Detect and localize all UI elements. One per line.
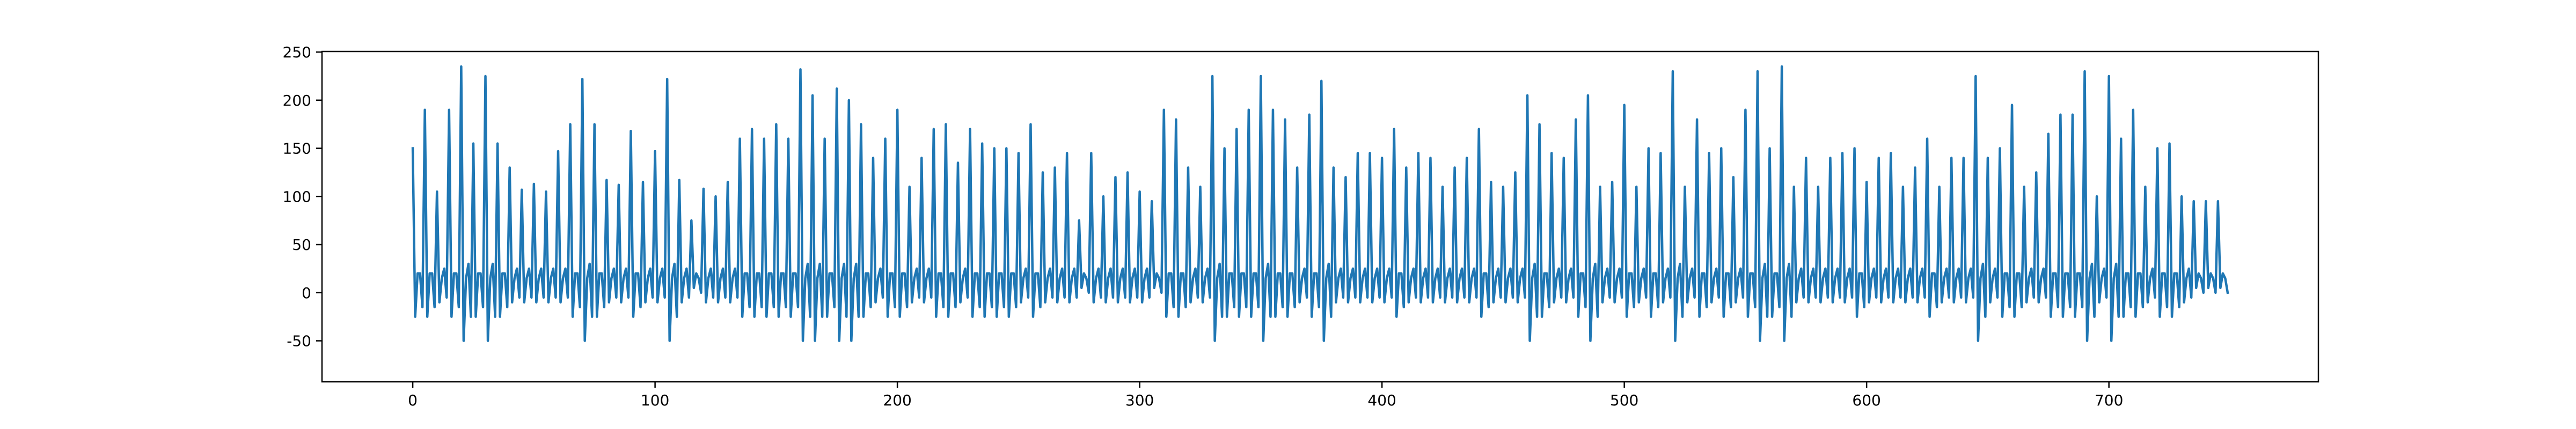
x-tick-label: 300 — [1125, 391, 1154, 409]
x-tick-label: 200 — [883, 391, 911, 409]
y-tick-label: 50 — [292, 236, 311, 254]
y-tick-label: -50 — [287, 332, 311, 350]
axes-frame — [321, 50, 2319, 383]
x-tick-label: 600 — [1852, 391, 1880, 409]
x-tick-label: 500 — [1610, 391, 1638, 409]
line-series — [411, 65, 2229, 342]
x-tick-label: 100 — [641, 391, 669, 409]
y-tick-label: 150 — [283, 140, 311, 158]
x-tick-label: 400 — [1367, 391, 1396, 409]
y-tick-label: 100 — [283, 188, 311, 205]
y-tick-label: 200 — [283, 92, 311, 109]
x-tick-label: 700 — [2095, 391, 2123, 409]
y-tick-label: 250 — [283, 43, 311, 61]
plot-area — [411, 65, 2229, 342]
y-tick-label: 0 — [302, 284, 311, 302]
x-tick-label: 0 — [408, 391, 418, 409]
